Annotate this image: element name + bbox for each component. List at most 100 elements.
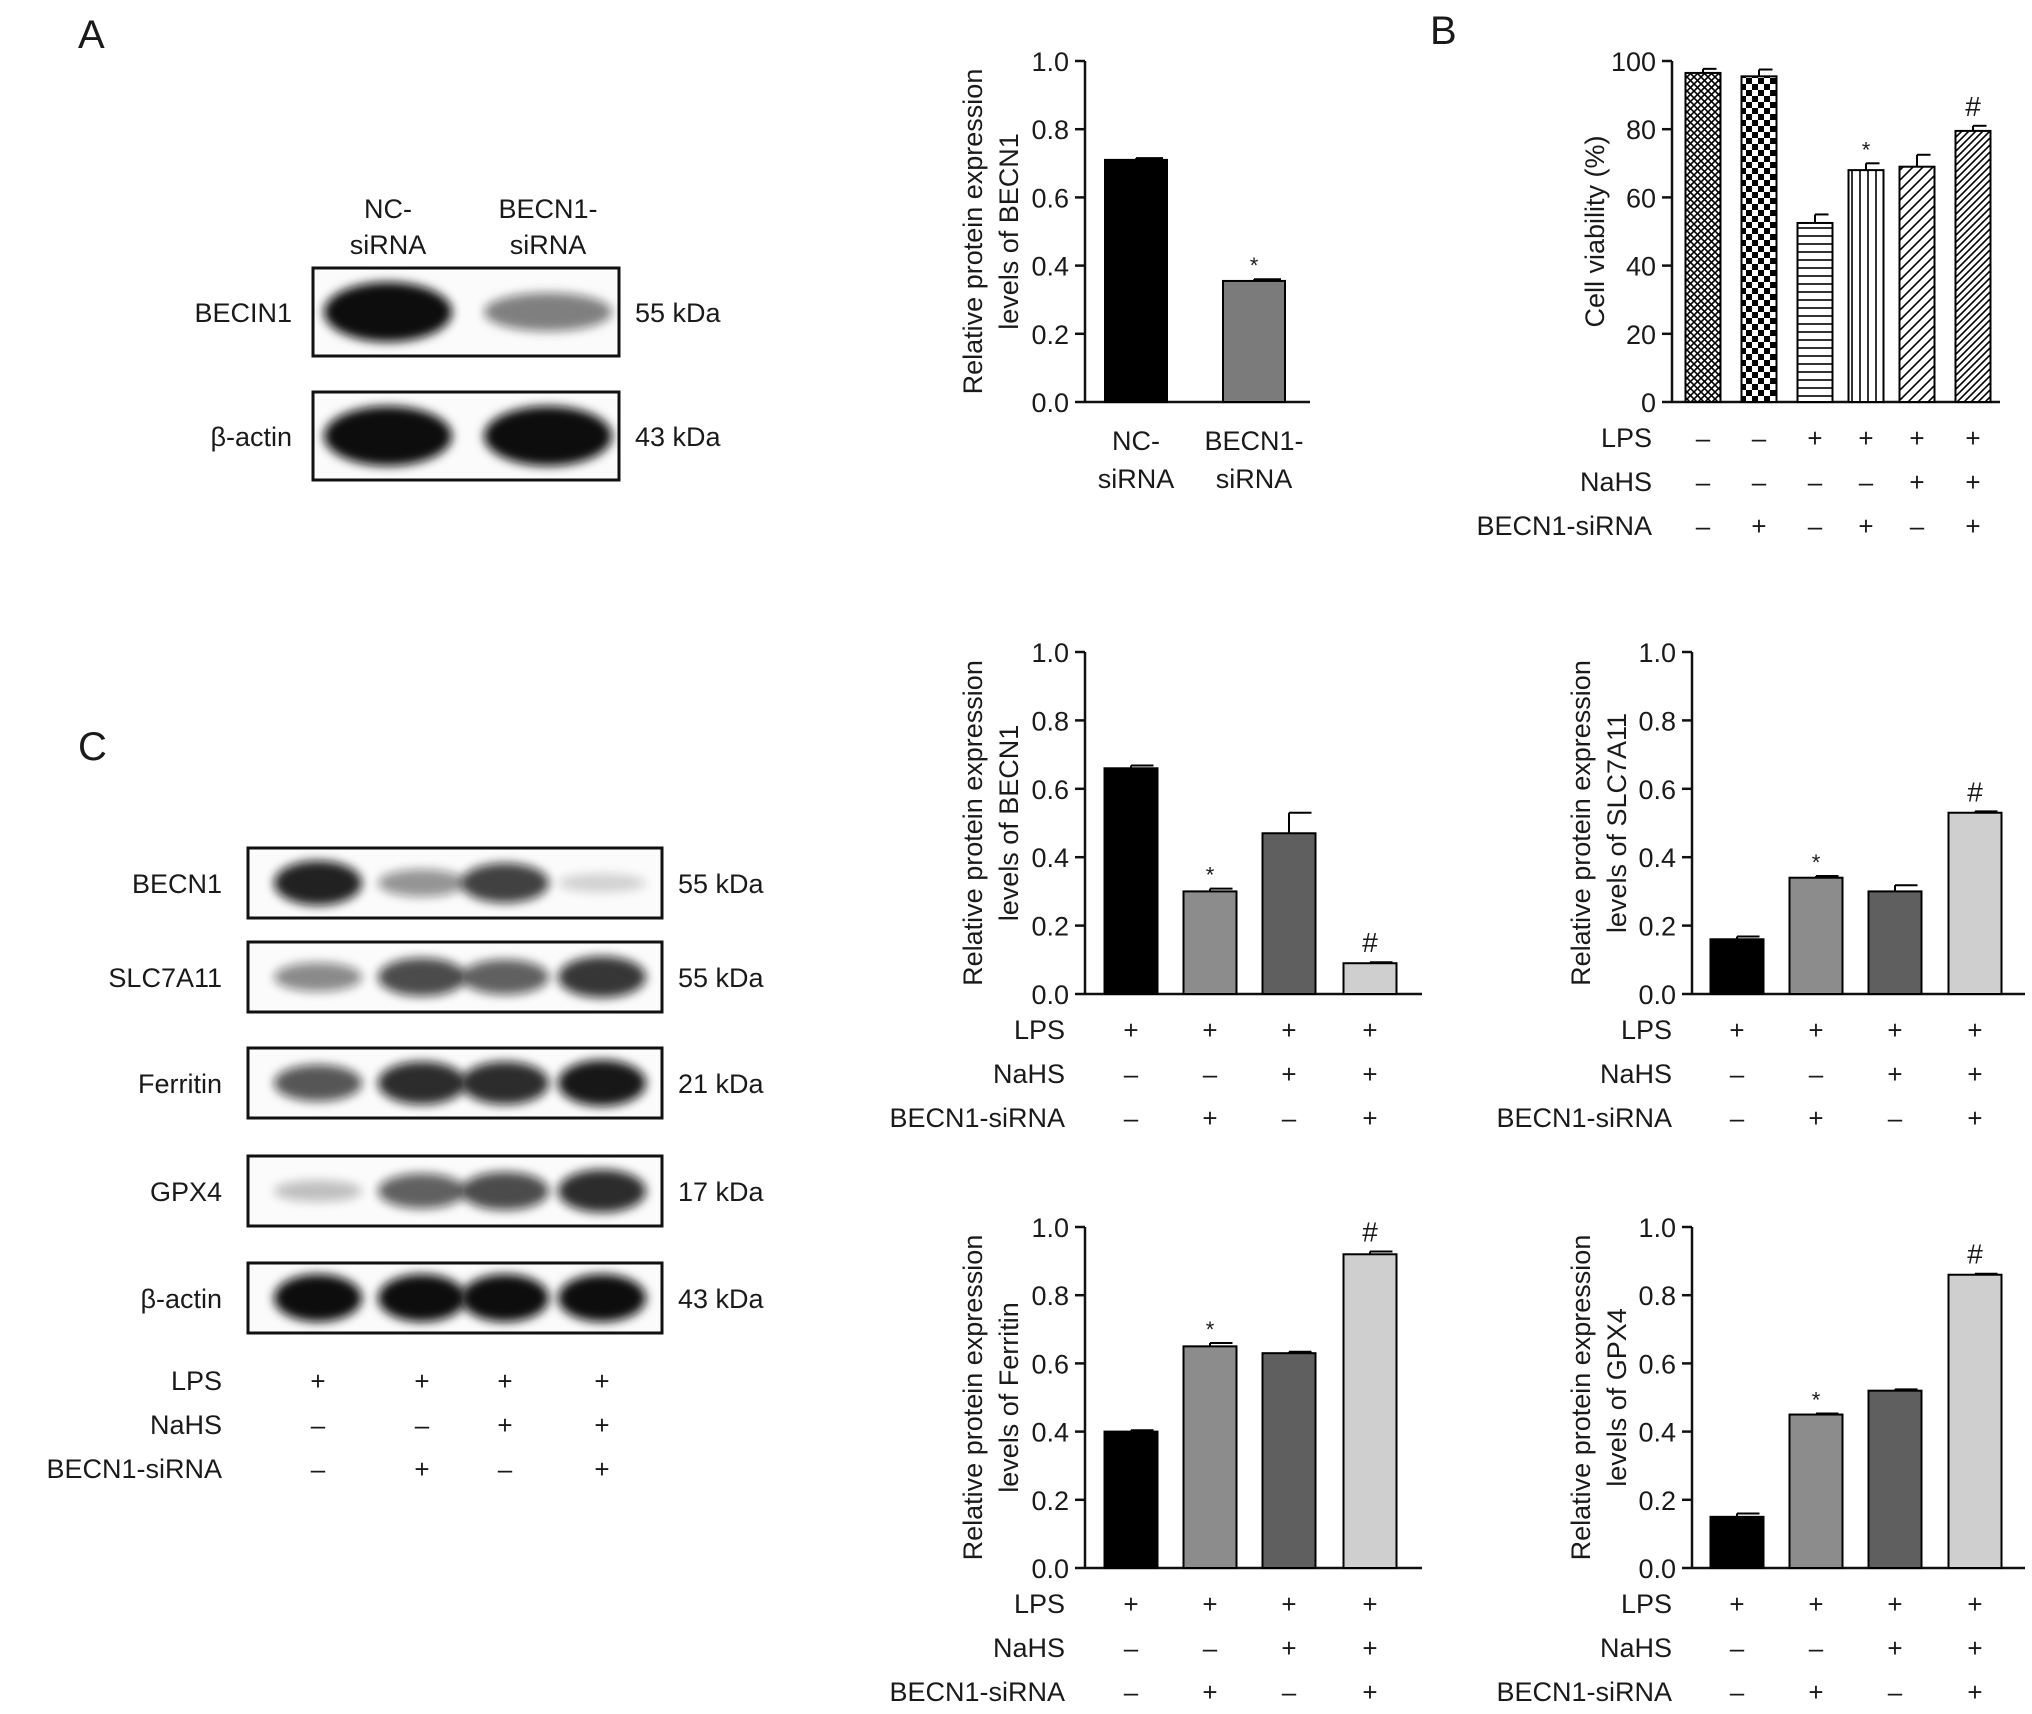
y-tick-label: 1.0 — [1638, 638, 1676, 668]
blot-band — [274, 1274, 362, 1322]
bar — [1684, 71, 1722, 403]
treatment-mark: – — [1730, 1633, 1745, 1663]
treatment-mark: + — [1967, 1633, 1982, 1663]
significance-mark: # — [1362, 927, 1378, 958]
bar — [1182, 890, 1238, 996]
treatment-mark: + — [1281, 1589, 1296, 1619]
treatment-label: BECN1-siRNA — [889, 1103, 1065, 1133]
treatment-mark: + — [414, 1366, 429, 1396]
treatment-mark: – — [1696, 423, 1711, 453]
treatment-label: LPS — [1621, 1015, 1672, 1045]
treatment-mark: – — [1910, 511, 1925, 541]
treatment-label: BECN1-siRNA — [889, 1677, 1065, 1707]
blot-band — [484, 406, 612, 466]
blot-band — [378, 1274, 466, 1322]
chart-b-cell-viability: 0 20 40 60 80 100 Cell viability (%) * # LPS – – + + +… — [1476, 47, 2000, 541]
blot-size-label: 43 kDa — [678, 1284, 765, 1314]
treatment-mark: + — [1362, 1059, 1377, 1089]
y-tick-label: 0.4 — [1031, 1418, 1069, 1448]
treatment-mark: + — [1362, 1677, 1377, 1707]
category-label: NC- — [1112, 426, 1160, 456]
treatment-mark: – — [1696, 467, 1711, 497]
treatment-mark: + — [1808, 1103, 1823, 1133]
y-tick-label: 0.4 — [1031, 252, 1069, 282]
treatment-mark: + — [594, 1366, 609, 1396]
lane-label: BECN1- — [498, 194, 597, 224]
treatment-mark: – — [498, 1454, 513, 1484]
treatment-label: NaHS — [993, 1633, 1065, 1663]
y-axis-label: Relative protein expression — [1566, 1235, 1596, 1561]
treatment-label: NaHS — [993, 1059, 1065, 1089]
blot-protein-label: BECN1 — [132, 869, 222, 899]
blot-band — [558, 873, 646, 893]
y-axis-label: levels of GPX4 — [1602, 1308, 1632, 1487]
treatment-mark: + — [1965, 467, 1980, 497]
y-axis-label: Relative protein expression — [958, 660, 988, 986]
y-axis-label: levels of SLC7A11 — [1602, 713, 1632, 933]
blot-size-label: 21 kDa — [678, 1069, 765, 1099]
treatment-mark: – — [1808, 511, 1823, 541]
treatment-label: BECN1-siRNA — [1496, 1677, 1672, 1707]
treatment-mark: – — [1752, 467, 1767, 497]
significance-mark: * — [1206, 863, 1215, 888]
treatment-mark: + — [1967, 1059, 1982, 1089]
lane-label: siRNA — [350, 230, 427, 260]
y-tick-label: 0 — [1641, 388, 1656, 418]
blot-protein-label: GPX4 — [150, 1177, 222, 1207]
treatment-mark: – — [1809, 1059, 1824, 1089]
bar — [1182, 1345, 1238, 1569]
treatment-label: LPS — [1014, 1015, 1065, 1045]
blot-band — [484, 292, 612, 332]
blot-band — [461, 1274, 549, 1322]
panel-label-a: A — [78, 13, 105, 57]
lane-label: NC- — [364, 194, 412, 224]
treatment-mark: + — [497, 1366, 512, 1396]
blot-band — [274, 962, 362, 992]
blot-band — [324, 282, 452, 342]
y-tick-label: 100 — [1611, 47, 1656, 77]
treatment-label: NaHS — [1600, 1059, 1672, 1089]
significance-mark: * — [1812, 1388, 1821, 1413]
y-axis-label: Relative protein expression — [958, 69, 988, 395]
treatment-mark: + — [1967, 1589, 1982, 1619]
chart-c-gpx4: 0.0 0.2 0.4 0.6 0.8 1.0 Relative protein expre… — [1496, 1213, 2025, 1707]
y-tick-label: 0.4 — [1638, 1418, 1676, 1448]
treatment-mark: – — [1808, 467, 1823, 497]
y-tick-label: 1.0 — [1031, 638, 1069, 668]
treatment-mark: + — [1202, 1103, 1217, 1133]
treatment-mark: + — [310, 1366, 325, 1396]
y-axis-label: levels of BECN1 — [994, 725, 1024, 922]
y-tick-label: 0.2 — [1638, 1486, 1676, 1516]
y-tick-label: 0.8 — [1638, 706, 1676, 736]
treatment-mark: – — [415, 1410, 430, 1440]
blot-band — [558, 1274, 646, 1322]
y-tick-label: 0.8 — [1031, 115, 1069, 145]
treatment-mark: – — [1730, 1677, 1745, 1707]
significance-mark: # — [1965, 91, 1981, 122]
y-tick-label: 0.6 — [1638, 1349, 1676, 1379]
treatment-label: NaHS — [1580, 467, 1652, 497]
treatment-label: BECN1-siRNA — [46, 1454, 222, 1484]
y-axis-label: levels of BECN1 — [994, 133, 1024, 330]
bar — [1788, 876, 1844, 995]
blot-size-label: 43 kDa — [635, 422, 722, 452]
y-tick-label: 0.0 — [1031, 980, 1069, 1010]
treatment-mark: – — [1696, 511, 1711, 541]
treatment-mark: + — [1967, 1103, 1982, 1133]
treatment-mark: + — [1967, 1015, 1982, 1045]
y-tick-label: 1.0 — [1031, 47, 1069, 77]
y-tick-label: 0.4 — [1031, 843, 1069, 873]
treatment-mark: + — [1887, 1015, 1902, 1045]
lane-label: siRNA — [510, 230, 587, 260]
blot-panel-c: BECN1 55 kDa SLC7A11 55 kDa Ferritin 21 kDa GP… — [46, 846, 765, 1484]
bar — [1342, 1253, 1398, 1570]
category-label: siRNA — [1216, 464, 1293, 494]
y-tick-label: 0.0 — [1031, 388, 1069, 418]
treatment-mark: + — [1362, 1015, 1377, 1045]
treatment-label: LPS — [1621, 1589, 1672, 1619]
bar — [1222, 279, 1286, 404]
treatment-mark: + — [1858, 423, 1873, 453]
blot-band — [461, 959, 549, 995]
bar — [1947, 1273, 2003, 1569]
treatment-mark: + — [1362, 1103, 1377, 1133]
